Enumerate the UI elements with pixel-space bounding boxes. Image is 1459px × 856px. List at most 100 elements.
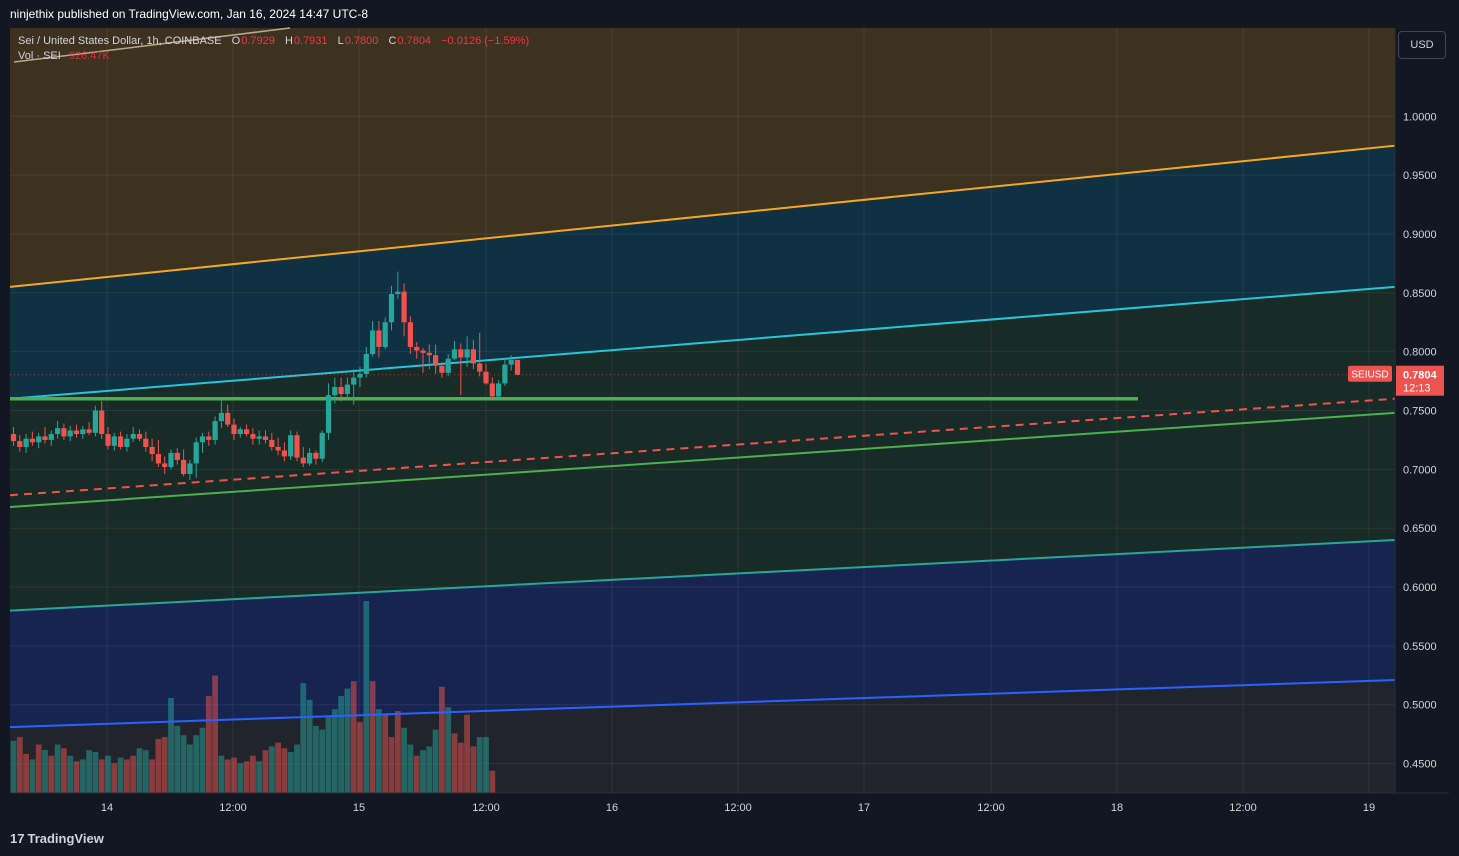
candle-body[interactable] bbox=[136, 434, 143, 439]
candle-body[interactable] bbox=[288, 435, 294, 457]
candle-body[interactable] bbox=[420, 350, 426, 353]
candle-body[interactable] bbox=[294, 435, 300, 458]
candle-body[interactable] bbox=[67, 430, 73, 437]
candle-body[interactable] bbox=[187, 463, 193, 475]
candle-body[interactable] bbox=[300, 457, 306, 464]
volume-bar bbox=[407, 744, 414, 793]
candle-body[interactable] bbox=[42, 436, 48, 440]
volume-bar bbox=[199, 727, 206, 793]
candle-body[interactable] bbox=[206, 436, 212, 440]
candle-body[interactable] bbox=[105, 434, 111, 446]
candle-body[interactable] bbox=[193, 442, 199, 464]
candle-body[interactable] bbox=[496, 383, 502, 397]
candle-body[interactable] bbox=[149, 446, 155, 455]
candle-body[interactable] bbox=[483, 371, 489, 384]
price-tick-label: 0.5500 bbox=[1403, 641, 1437, 653]
candle-body[interactable] bbox=[99, 410, 105, 435]
candle-body[interactable] bbox=[61, 428, 67, 437]
candle-body[interactable] bbox=[414, 346, 420, 351]
candle-body[interactable] bbox=[445, 358, 451, 373]
volume-row: Vol · SEI 926.47K bbox=[18, 49, 530, 64]
candle-body[interactable] bbox=[502, 364, 508, 384]
time-tick-label: 16 bbox=[606, 802, 618, 814]
candle-body[interactable] bbox=[344, 384, 350, 395]
candle-body[interactable] bbox=[155, 454, 161, 464]
candle-body[interactable] bbox=[319, 432, 325, 459]
volume-bar bbox=[218, 755, 225, 793]
candle-body[interactable] bbox=[382, 322, 388, 347]
candle-body[interactable] bbox=[325, 395, 332, 433]
candle-body[interactable] bbox=[357, 374, 363, 378]
candle-body[interactable] bbox=[86, 429, 92, 433]
candle-body[interactable] bbox=[269, 439, 275, 447]
candle-body[interactable] bbox=[514, 359, 521, 375]
candle-body[interactable] bbox=[29, 438, 35, 443]
candle-body[interactable] bbox=[464, 349, 470, 358]
candle-body[interactable] bbox=[281, 450, 287, 457]
candle-body[interactable] bbox=[376, 330, 382, 347]
time-axis[interactable] bbox=[10, 793, 1449, 821]
time-tick-label: 18 bbox=[1111, 802, 1123, 814]
candle-body[interactable] bbox=[451, 349, 458, 359]
candle-body[interactable] bbox=[470, 349, 476, 364]
currency-button[interactable]: USD bbox=[1398, 31, 1446, 59]
candle-body[interactable] bbox=[439, 365, 445, 373]
candle-body[interactable] bbox=[332, 386, 338, 396]
candle-body[interactable] bbox=[426, 352, 432, 356]
candle-body[interactable] bbox=[92, 410, 98, 433]
candle-body[interactable] bbox=[395, 291, 401, 294]
volume-bar bbox=[313, 725, 319, 793]
candle-body[interactable] bbox=[244, 429, 250, 435]
candle-body[interactable] bbox=[370, 330, 376, 355]
candle-body[interactable] bbox=[199, 436, 206, 443]
candle-body[interactable] bbox=[458, 349, 464, 358]
candle-body[interactable] bbox=[363, 354, 369, 375]
candle-body[interactable] bbox=[143, 438, 149, 447]
volume-bar bbox=[98, 759, 105, 793]
candle-body[interactable] bbox=[168, 452, 174, 467]
candle-body[interactable] bbox=[212, 421, 218, 440]
candle-body[interactable] bbox=[262, 436, 269, 440]
volume-bar bbox=[48, 755, 55, 793]
candle-body[interactable] bbox=[174, 452, 180, 460]
candle-body[interactable] bbox=[80, 429, 86, 435]
volume-bar bbox=[382, 714, 389, 793]
candle-body[interactable] bbox=[433, 355, 439, 366]
candle-body[interactable] bbox=[388, 293, 395, 323]
candle-body[interactable] bbox=[338, 386, 344, 395]
candle-body[interactable] bbox=[118, 436, 124, 447]
candle-body[interactable] bbox=[218, 412, 224, 422]
candle-body[interactable] bbox=[307, 452, 313, 464]
tradingview-logo[interactable]: 17 TradingView bbox=[10, 831, 104, 846]
published-by-text: ninjethix published on TradingView.com, … bbox=[10, 7, 369, 21]
candle-body[interactable] bbox=[237, 429, 243, 435]
candle-body[interactable] bbox=[17, 441, 23, 447]
candle-body[interactable] bbox=[477, 363, 483, 372]
candle-body[interactable] bbox=[401, 291, 407, 323]
candle-body[interactable] bbox=[313, 452, 319, 459]
candle-body[interactable] bbox=[231, 424, 237, 435]
candle-body[interactable] bbox=[275, 446, 281, 451]
candle-body[interactable] bbox=[250, 434, 256, 439]
candle-body[interactable] bbox=[489, 383, 495, 397]
candle-body[interactable] bbox=[225, 412, 231, 425]
candle-body[interactable] bbox=[10, 434, 17, 442]
candle-body[interactable] bbox=[55, 428, 61, 435]
price-axis[interactable] bbox=[1395, 28, 1449, 793]
candle-body[interactable] bbox=[181, 459, 187, 475]
candle-body[interactable] bbox=[508, 359, 514, 365]
candle-body[interactable] bbox=[130, 434, 136, 439]
candle-body[interactable] bbox=[36, 436, 42, 443]
candle-body[interactable] bbox=[23, 438, 29, 447]
candle-body[interactable] bbox=[407, 322, 413, 347]
candle-body[interactable] bbox=[162, 463, 168, 467]
candle-body[interactable] bbox=[48, 434, 54, 440]
volume-bar bbox=[420, 750, 426, 793]
candle-body[interactable] bbox=[124, 438, 130, 447]
candle-body[interactable] bbox=[73, 430, 80, 435]
candle-body[interactable] bbox=[256, 436, 262, 439]
candle-body[interactable] bbox=[351, 377, 357, 385]
channel-line-teal bbox=[9, 538, 1396, 612]
candle-body[interactable] bbox=[111, 436, 117, 446]
